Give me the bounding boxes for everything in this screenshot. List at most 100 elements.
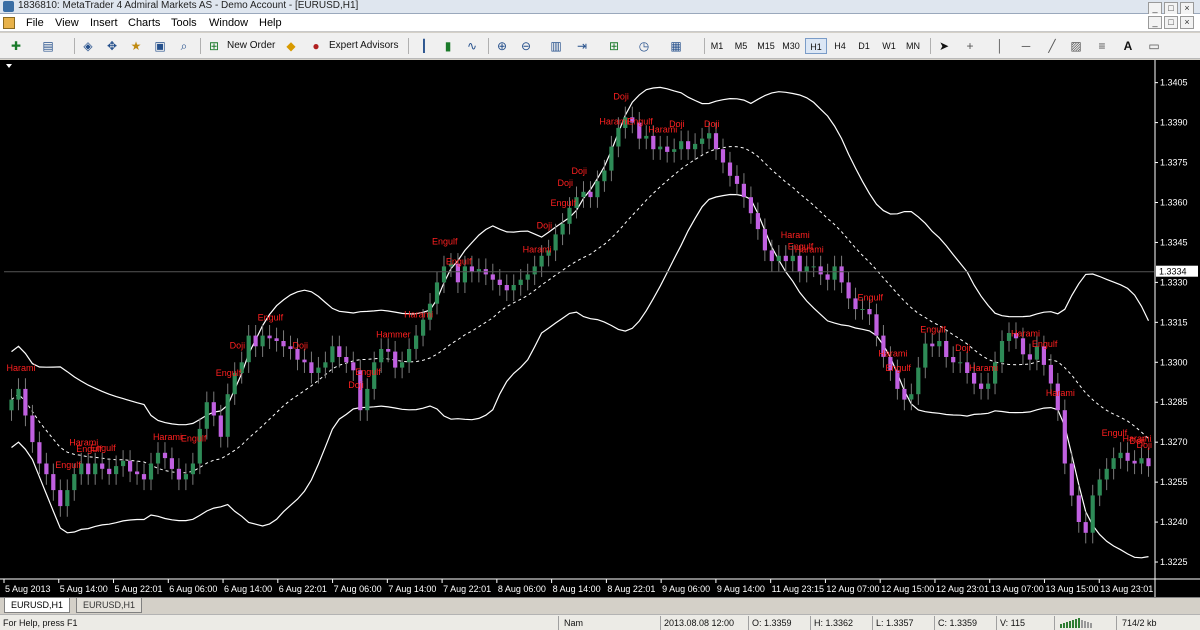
pattern-label: Hammer xyxy=(376,330,411,340)
chart-shift-icon[interactable]: ⇥ xyxy=(576,39,588,53)
candle-body xyxy=(623,117,628,128)
pattern-label: Doji xyxy=(669,119,685,129)
navigator-icon[interactable]: ★ xyxy=(130,39,142,53)
toolbar-separator xyxy=(408,38,409,54)
timeframe-d1[interactable]: D1 xyxy=(858,41,870,51)
pattern-label: Harami xyxy=(969,363,998,373)
candlestick-icon[interactable]: ▮ xyxy=(444,39,452,53)
time-tick-label: 8 Aug 14:00 xyxy=(553,584,601,594)
menu-view[interactable]: View xyxy=(55,17,79,29)
menu-window[interactable]: Window xyxy=(209,17,249,29)
bollinger-middle-band xyxy=(11,146,1149,474)
candle-body xyxy=(323,362,328,368)
candle-body xyxy=(874,314,879,336)
expert-advisors-icon[interactable]: ● xyxy=(312,39,320,53)
indicators-icon[interactable]: ⊞ xyxy=(608,39,620,53)
candle-body xyxy=(804,266,809,272)
menu-tools[interactable]: Tools xyxy=(171,17,197,29)
connection-bars-icon xyxy=(1060,618,1092,628)
timeframe-m5[interactable]: M5 xyxy=(734,41,748,51)
fibonacci-icon[interactable]: ≡ xyxy=(1098,39,1106,53)
timeframe-h4[interactable]: H4 xyxy=(834,41,846,51)
status-separator xyxy=(872,616,873,630)
candle-body xyxy=(895,370,900,389)
menu-help[interactable]: Help xyxy=(259,17,282,29)
price-chart[interactable]: HaramiEngulfEngulfEngulfHaramiHaramiEngu… xyxy=(0,60,1200,597)
doc-restore-button[interactable]: □ xyxy=(1164,16,1178,29)
timeframe-m30[interactable]: M30 xyxy=(782,41,800,51)
status-separator xyxy=(934,616,935,630)
maximize-button[interactable]: □ xyxy=(1164,2,1178,15)
new-order-icon[interactable]: ⊞ xyxy=(208,39,220,53)
templates-icon[interactable]: ▦ xyxy=(670,39,682,53)
candle-body xyxy=(567,207,572,224)
candle-body xyxy=(979,383,984,389)
expert-advisors-button[interactable]: Expert Advisors xyxy=(329,40,399,51)
vertical-line-icon[interactable]: │ xyxy=(996,39,1004,53)
pattern-label: Doji xyxy=(571,166,587,176)
timeframe-w1[interactable]: W1 xyxy=(882,41,896,51)
timeframe-mn[interactable]: MN xyxy=(906,41,920,51)
menu-insert[interactable]: Insert xyxy=(90,17,118,29)
horizontal-line-icon[interactable]: ─ xyxy=(1021,39,1031,53)
pattern-label: Doji xyxy=(955,343,971,353)
candle-body xyxy=(260,335,265,347)
doc-close-button[interactable]: × xyxy=(1180,16,1194,29)
channel-icon[interactable]: ▨ xyxy=(1070,39,1082,53)
candle-body xyxy=(79,463,84,475)
candle-body xyxy=(1062,410,1067,464)
timeframe-m1[interactable]: M1 xyxy=(710,41,724,51)
candle-body xyxy=(197,428,202,464)
candle-body xyxy=(9,399,14,411)
menu-file[interactable]: File xyxy=(26,17,44,29)
candle-body xyxy=(51,474,56,491)
terminal-icon[interactable]: ▣ xyxy=(154,39,166,53)
candle-body xyxy=(434,282,440,304)
cursor-icon[interactable]: ➤ xyxy=(938,39,950,53)
title-bar: 1836810: MetaTrader 4 Admiral Markets AS… xyxy=(0,0,1200,15)
candle-body xyxy=(351,362,356,371)
text-tool[interactable]: A xyxy=(1123,39,1133,53)
text-label-icon[interactable]: ▭ xyxy=(1148,39,1160,53)
new-chart-icon[interactable]: ✚ xyxy=(10,39,22,53)
status-datetime: 2013.08.08 12:00 xyxy=(664,618,735,628)
pattern-label: Engulf xyxy=(885,363,911,373)
candle-body xyxy=(1097,479,1102,496)
profiles-icon[interactable]: ▤ xyxy=(42,39,54,53)
timeframe-m15[interactable]: M15 xyxy=(757,41,775,51)
metaeditor-icon[interactable]: ◆ xyxy=(286,39,296,53)
candle-body xyxy=(769,250,774,262)
price-tick-label: 1.3285 xyxy=(1160,397,1188,407)
price-tick-label: 1.3360 xyxy=(1160,198,1188,208)
crosshair-icon[interactable]: + xyxy=(966,39,974,53)
market-watch-icon[interactable]: ◈ xyxy=(83,39,93,53)
chart-tab-eurusd-h1[interactable]: EURUSD,H1 xyxy=(76,598,143,613)
pattern-label: Doji xyxy=(1130,436,1146,446)
time-tick-label: 13 Aug 23:01 xyxy=(1100,584,1153,594)
line-chart-icon[interactable]: ∿ xyxy=(466,39,478,53)
status-low: L: 1.3357 xyxy=(876,618,914,628)
trendline-icon[interactable]: ╱ xyxy=(1048,39,1056,53)
candle-body xyxy=(246,335,251,363)
data-window-icon[interactable]: ✥ xyxy=(106,39,118,53)
periods-icon[interactable]: ◷ xyxy=(638,39,650,53)
strategy-tester-icon[interactable]: ⌕ xyxy=(180,39,188,53)
candle-body xyxy=(1013,333,1019,339)
candle-body xyxy=(511,285,516,291)
new-order-button[interactable]: New Order xyxy=(227,40,276,51)
chart-tab-eurusd-h1-active[interactable]: EURUSD,H1 xyxy=(4,598,71,613)
tile-windows-icon[interactable]: ▥ xyxy=(550,39,562,53)
candle-body xyxy=(923,343,928,368)
bar-chart-icon[interactable]: ┃ xyxy=(420,39,428,53)
chart-area[interactable]: Harami Engulf Engulf Engulf Harami Harami Engu… xyxy=(0,60,1200,597)
timeframe-h1[interactable]: H1 xyxy=(805,38,827,54)
zoom-out-icon[interactable]: ⊖ xyxy=(520,39,532,53)
zoom-in-icon[interactable]: ⊕ xyxy=(496,39,508,53)
candle-body xyxy=(1111,458,1116,469)
toolbar: ✚ ▤ ◈ ✥ ★ ▣ ⌕ ⊞ New Order ◆ ● Expert Adv… xyxy=(0,33,1200,59)
time-tick-label: 8 Aug 06:00 xyxy=(498,584,546,594)
menu-charts[interactable]: Charts xyxy=(128,17,161,29)
doc-minimize-button[interactable]: _ xyxy=(1148,16,1162,29)
time-tick-label: 12 Aug 07:00 xyxy=(826,584,879,594)
candle-body xyxy=(316,367,321,373)
